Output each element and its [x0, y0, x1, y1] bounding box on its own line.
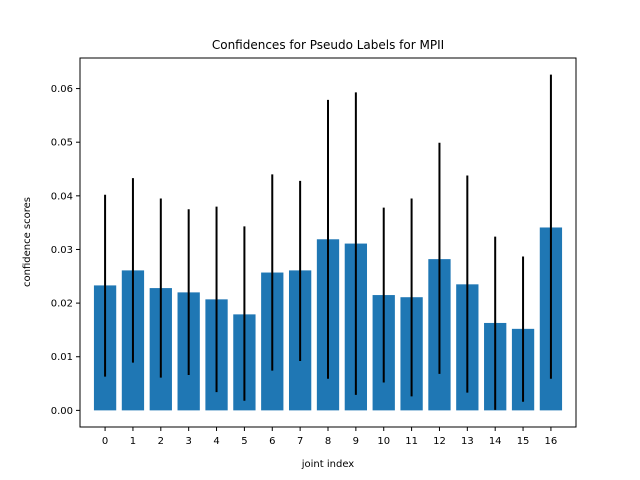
plot-area: [93, 74, 563, 411]
y-axis-title: confidence scores: [22, 197, 33, 287]
x-tick-label-5: 5: [241, 436, 247, 447]
y-tick-label-2: 0.02: [51, 299, 73, 310]
x-tick-label-9: 9: [353, 436, 359, 447]
x-tick-label-16: 16: [545, 436, 558, 447]
y-tick-label-0: 0.00: [51, 406, 73, 417]
x-axis-title: joint index: [301, 459, 355, 470]
x-tick-label-7: 7: [297, 436, 303, 447]
x-tick-label-12: 12: [433, 436, 446, 447]
x-tick-label-10: 10: [377, 436, 390, 447]
y-tick-label-3: 0.03: [51, 245, 73, 256]
x-tick-label-13: 13: [461, 436, 474, 447]
chart-title: Confidences for Pseudo Labels for MPII: [212, 38, 444, 52]
y-tick-label-1: 0.01: [51, 352, 73, 363]
y-tick-label-4: 0.04: [51, 191, 73, 202]
y-tick-label-5: 0.05: [51, 138, 73, 149]
y-tick-label-6: 0.06: [51, 84, 73, 95]
x-tick-label-6: 6: [269, 436, 275, 447]
x-tick-label-0: 0: [102, 436, 108, 447]
x-tick-label-2: 2: [158, 436, 164, 447]
x-tick-label-11: 11: [405, 436, 418, 447]
x-tick-label-8: 8: [325, 436, 331, 447]
x-tick-label-3: 3: [185, 436, 191, 447]
x-tick-label-1: 1: [130, 436, 136, 447]
x-tick-label-14: 14: [489, 436, 502, 447]
x-tick-label-4: 4: [213, 436, 219, 447]
x-tick-label-15: 15: [517, 436, 530, 447]
